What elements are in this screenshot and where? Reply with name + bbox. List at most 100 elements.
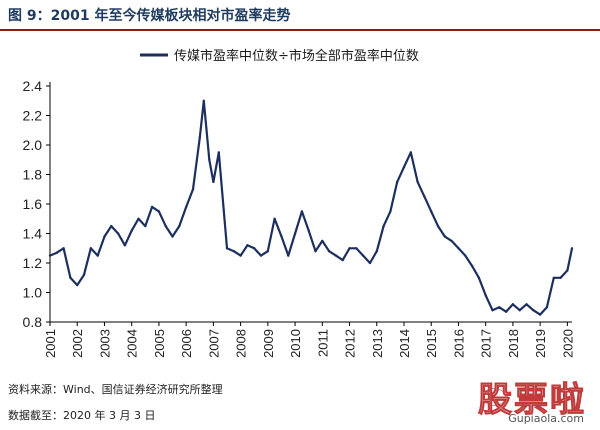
- chat-bubble-icon: [482, 388, 506, 406]
- series-point: [171, 235, 174, 238]
- x-tick-label: 2009: [261, 329, 276, 358]
- series-point: [246, 244, 249, 247]
- series-point: [334, 254, 338, 257]
- series-point: [409, 151, 412, 154]
- y-tick-label: 0.8: [23, 314, 43, 330]
- series-point: [150, 205, 154, 209]
- series-point: [212, 180, 215, 184]
- x-tick-label: 2014: [397, 329, 412, 358]
- series-point: [232, 250, 235, 253]
- x-tick-label: 2005: [152, 329, 167, 358]
- series-point: [423, 195, 426, 198]
- series-point: [259, 254, 263, 257]
- chart-series: [48, 99, 574, 316]
- series-point: [402, 165, 406, 169]
- y-tick-label: 2.2: [23, 108, 43, 124]
- series-point: [123, 244, 127, 247]
- y-tick-label: 1.2: [23, 255, 43, 271]
- x-tick-label: 2010: [288, 329, 303, 358]
- series-point: [361, 254, 365, 257]
- x-tick-label: 2006: [179, 329, 194, 358]
- series-point: [477, 276, 481, 279]
- series-point: [457, 247, 460, 250]
- series-point: [280, 235, 283, 238]
- series-point: [76, 283, 79, 287]
- x-tick-label: 2015: [424, 329, 439, 358]
- series-point: [225, 247, 229, 250]
- series-point: [130, 229, 133, 232]
- series-point: [355, 247, 358, 250]
- chart-legend: 传媒市盈率中位数÷市场全部市盈率中位数: [140, 48, 419, 64]
- x-tick-label: 2020: [560, 329, 575, 358]
- series-point: [511, 303, 515, 306]
- series-point: [525, 303, 528, 306]
- series-point: [484, 294, 487, 297]
- x-tick-label: 2013: [370, 329, 385, 358]
- series-point: [208, 158, 211, 161]
- series-point: [348, 247, 351, 250]
- series-point: [266, 250, 269, 253]
- source-note: 资料来源：Wind、国信证券经济研究所整理: [8, 383, 223, 396]
- series-point: [164, 224, 167, 228]
- x-tick-label: 2018: [506, 329, 521, 358]
- series-line: [49, 99, 574, 316]
- pe-ratio-line-chart: 0.8 1.0 1.2 1.4 1.6 1.8 2.0 2.2 2.4 2001 2002 2003 2…: [23, 48, 576, 358]
- series-point: [217, 151, 220, 154]
- series-point: [470, 264, 474, 268]
- series-point: [436, 224, 440, 228]
- series-point: [532, 309, 535, 312]
- series-point: [450, 239, 453, 243]
- chart-axes: 0.8 1.0 1.2 1.4 1.6 1.8 2.0 2.2 2.4 2001 2002 2003 2…: [23, 78, 576, 358]
- figure-title-bar: 图 9：2001 年至今传媒板块相对市盈率走势: [0, 0, 600, 28]
- series-point: [116, 232, 120, 235]
- series-point: [307, 229, 310, 232]
- series-point: [103, 235, 106, 238]
- series-point: [300, 210, 304, 213]
- series-point: [293, 232, 297, 235]
- series-point: [253, 247, 256, 250]
- series-point: [321, 239, 324, 243]
- y-tick-label: 1.0: [23, 285, 43, 301]
- series-point: [518, 309, 521, 312]
- series-point: [69, 276, 72, 279]
- x-tick-label: 2003: [97, 329, 112, 358]
- series-point: [566, 269, 569, 272]
- x-tick-label: 2007: [206, 329, 221, 358]
- x-tick-label: 2008: [234, 329, 249, 358]
- y-tick-label: 2.0: [23, 137, 43, 153]
- series-point: [202, 99, 205, 103]
- series-point: [570, 247, 574, 250]
- series-point: [430, 210, 433, 213]
- series-point: [178, 224, 181, 228]
- series-point: [538, 313, 542, 316]
- series-point: [491, 309, 494, 312]
- y-tick-label: 1.4: [23, 226, 43, 242]
- series-point: [82, 273, 86, 276]
- series-point: [375, 250, 378, 253]
- series-point: [185, 205, 188, 209]
- title-divider: [0, 29, 600, 31]
- series-point: [89, 247, 93, 250]
- series-point: [552, 276, 555, 279]
- x-tick-label: 2016: [451, 329, 466, 358]
- series-point: [55, 251, 58, 254]
- watermark-logo-text: 股票啦: [478, 380, 586, 421]
- series-point: [341, 258, 344, 262]
- series-point: [157, 210, 161, 213]
- series-point: [198, 136, 201, 139]
- x-tick-label: 2011: [315, 329, 330, 357]
- series-point: [464, 254, 467, 257]
- series-point: [110, 224, 113, 228]
- series-point: [273, 217, 276, 220]
- series-point: [327, 250, 331, 253]
- series-point: [498, 306, 501, 309]
- series-point: [389, 210, 392, 213]
- y-tick-label: 1.8: [23, 167, 43, 183]
- series-point: [191, 188, 195, 191]
- figure-title: 图 9：2001 年至今传媒板块相对市盈率走势: [8, 8, 291, 24]
- series-point: [504, 310, 508, 313]
- series-point: [239, 254, 242, 257]
- series-point: [368, 261, 372, 265]
- series-point: [382, 224, 385, 228]
- data-date-note: 数据截至：2020 年 3 月 3 日: [8, 409, 156, 422]
